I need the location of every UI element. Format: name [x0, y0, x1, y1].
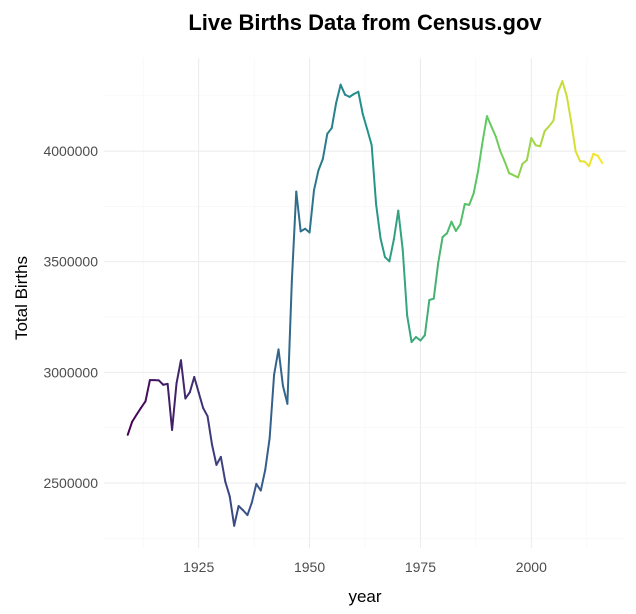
line-segment — [530, 137, 537, 147]
x-axis-title: year — [348, 587, 381, 606]
line-segment — [321, 132, 329, 160]
line-segment — [171, 382, 178, 431]
line-segment — [268, 373, 276, 440]
line-segment — [308, 189, 315, 234]
line-segment — [202, 407, 209, 418]
y-tick-label: 2500000 — [43, 475, 98, 491]
data-line — [126, 80, 604, 527]
line-segment — [596, 154, 604, 165]
line-segment — [144, 379, 151, 403]
line-segment — [406, 314, 413, 344]
line-segment — [432, 262, 440, 300]
line-segment — [228, 495, 236, 527]
grid — [104, 58, 626, 548]
line-segment — [490, 125, 497, 138]
line-segment — [233, 505, 240, 527]
line-segment — [419, 334, 426, 342]
line-segment — [525, 137, 533, 162]
line-segment — [410, 335, 417, 344]
x-tick-label: 1925 — [183, 559, 214, 575]
line-segment — [361, 113, 369, 131]
line-segment — [454, 223, 462, 232]
line-segment — [503, 160, 511, 175]
line-segment — [330, 101, 338, 130]
line-segment — [472, 170, 480, 195]
y-axis-title: Total Births — [12, 256, 31, 340]
line-segment — [561, 80, 568, 98]
line-segment — [184, 391, 191, 400]
line-segment — [517, 162, 524, 179]
line-segment — [556, 80, 564, 94]
line-segment — [481, 115, 488, 144]
line-segment — [290, 190, 298, 283]
y-tick-label: 3000000 — [43, 364, 98, 380]
line-segment — [485, 115, 493, 128]
line-segment — [277, 348, 284, 387]
line-segment — [437, 235, 444, 265]
line-segment — [157, 379, 165, 386]
line-segment — [570, 121, 577, 153]
tick-labels: 1925 1950 1975 2000 2500000 3000000 3500000 400… — [43, 143, 547, 575]
line-segment — [246, 501, 253, 517]
line-segment — [295, 190, 302, 233]
line-segment — [206, 415, 213, 446]
line-segment — [477, 141, 484, 172]
line-segment — [188, 376, 196, 394]
line-segment — [450, 220, 457, 232]
line-segment — [375, 203, 382, 240]
line-segment — [273, 348, 280, 376]
line-segment — [210, 443, 218, 466]
line-segment — [166, 382, 174, 431]
line-segment — [392, 209, 400, 241]
line-segment — [552, 91, 559, 122]
line-segment — [357, 90, 364, 116]
line-segment — [326, 127, 333, 135]
line-segment — [259, 468, 267, 492]
y-tick-label: 4000000 — [43, 143, 98, 159]
line-segment — [459, 202, 466, 226]
line-segment — [313, 169, 320, 192]
line-segment — [401, 248, 409, 317]
line-segment — [574, 150, 582, 163]
line-segment — [370, 144, 378, 206]
line-segment — [286, 280, 293, 405]
line-segment — [494, 135, 502, 153]
line-segment — [140, 400, 147, 409]
line-segment — [423, 299, 431, 337]
line-segment — [339, 83, 347, 96]
chart-title: Live Births Data from Census.gov — [188, 10, 542, 35]
line-segment — [126, 420, 134, 436]
line-segment — [264, 437, 271, 471]
line-segment — [335, 83, 342, 104]
line-segment — [317, 157, 324, 172]
line-segment — [587, 152, 595, 168]
line-segment — [135, 406, 143, 416]
line-segment — [237, 505, 245, 512]
line-segment — [548, 119, 555, 128]
y-tick-label: 3500000 — [43, 254, 98, 270]
line-segment — [250, 482, 258, 504]
line-segment — [468, 192, 475, 206]
line-segment — [219, 455, 227, 483]
line-segment — [565, 95, 573, 124]
line-segment — [397, 209, 404, 251]
line-segment — [379, 237, 386, 259]
x-tick-label: 1975 — [405, 559, 436, 575]
line-segment — [446, 220, 453, 235]
line-segment — [543, 125, 551, 133]
line-segment — [179, 359, 187, 400]
x-tick-label: 2000 — [516, 559, 547, 575]
line-segment — [175, 359, 182, 385]
line-segment — [224, 480, 231, 498]
line-segment — [197, 391, 205, 409]
line-segment — [539, 130, 546, 148]
x-tick-label: 1950 — [294, 559, 325, 575]
line-segment — [366, 128, 373, 147]
line-segment — [499, 150, 506, 163]
line-segment — [193, 376, 200, 394]
line-segment — [131, 413, 138, 423]
line-segment — [388, 238, 395, 263]
